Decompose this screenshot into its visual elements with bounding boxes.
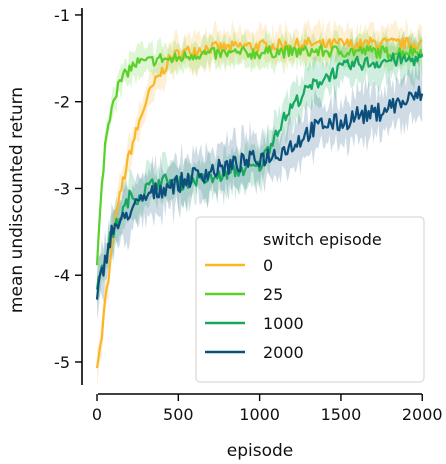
legend-box [195, 216, 425, 383]
y-tick-label: -5 [54, 353, 70, 372]
series-25-line [95, 44, 424, 266]
x-tick-label: 2000 [402, 405, 443, 424]
y-axis-title: mean undiscounted return [7, 87, 27, 313]
y-tick-label: -2 [54, 93, 70, 112]
legend-label-1000: 1000 [263, 314, 304, 333]
x-tick-label: 1500 [321, 405, 362, 424]
series-25-band [97, 26, 423, 285]
y-tick-label: -1 [54, 6, 70, 25]
legend-items: 0 25 1000 2000 [205, 256, 304, 362]
x-ticks: 0 500 1000 1500 2000 [92, 394, 443, 424]
y-tick-label: -3 [54, 179, 70, 198]
x-tick-label: 500 [163, 405, 194, 424]
x-tick-label: 1000 [239, 405, 280, 424]
legend-title: switch episode [263, 230, 382, 249]
series-0-line [95, 36, 423, 369]
series-1000-line [95, 52, 424, 290]
x-tick-label: 0 [92, 405, 102, 424]
x-axis-title: episode [227, 441, 293, 461]
y-tick-label: -4 [54, 266, 70, 285]
legend-label-2000: 2000 [263, 343, 304, 362]
legend-label-25: 25 [263, 285, 283, 304]
series-2000-line [95, 85, 424, 300]
legend-label-0: 0 [263, 256, 273, 275]
lines-layer [95, 36, 424, 369]
legend: switch episode 0 25 1000 2000 [195, 216, 425, 383]
y-ticks: -1 -2 -3 -4 -5 [54, 6, 82, 372]
